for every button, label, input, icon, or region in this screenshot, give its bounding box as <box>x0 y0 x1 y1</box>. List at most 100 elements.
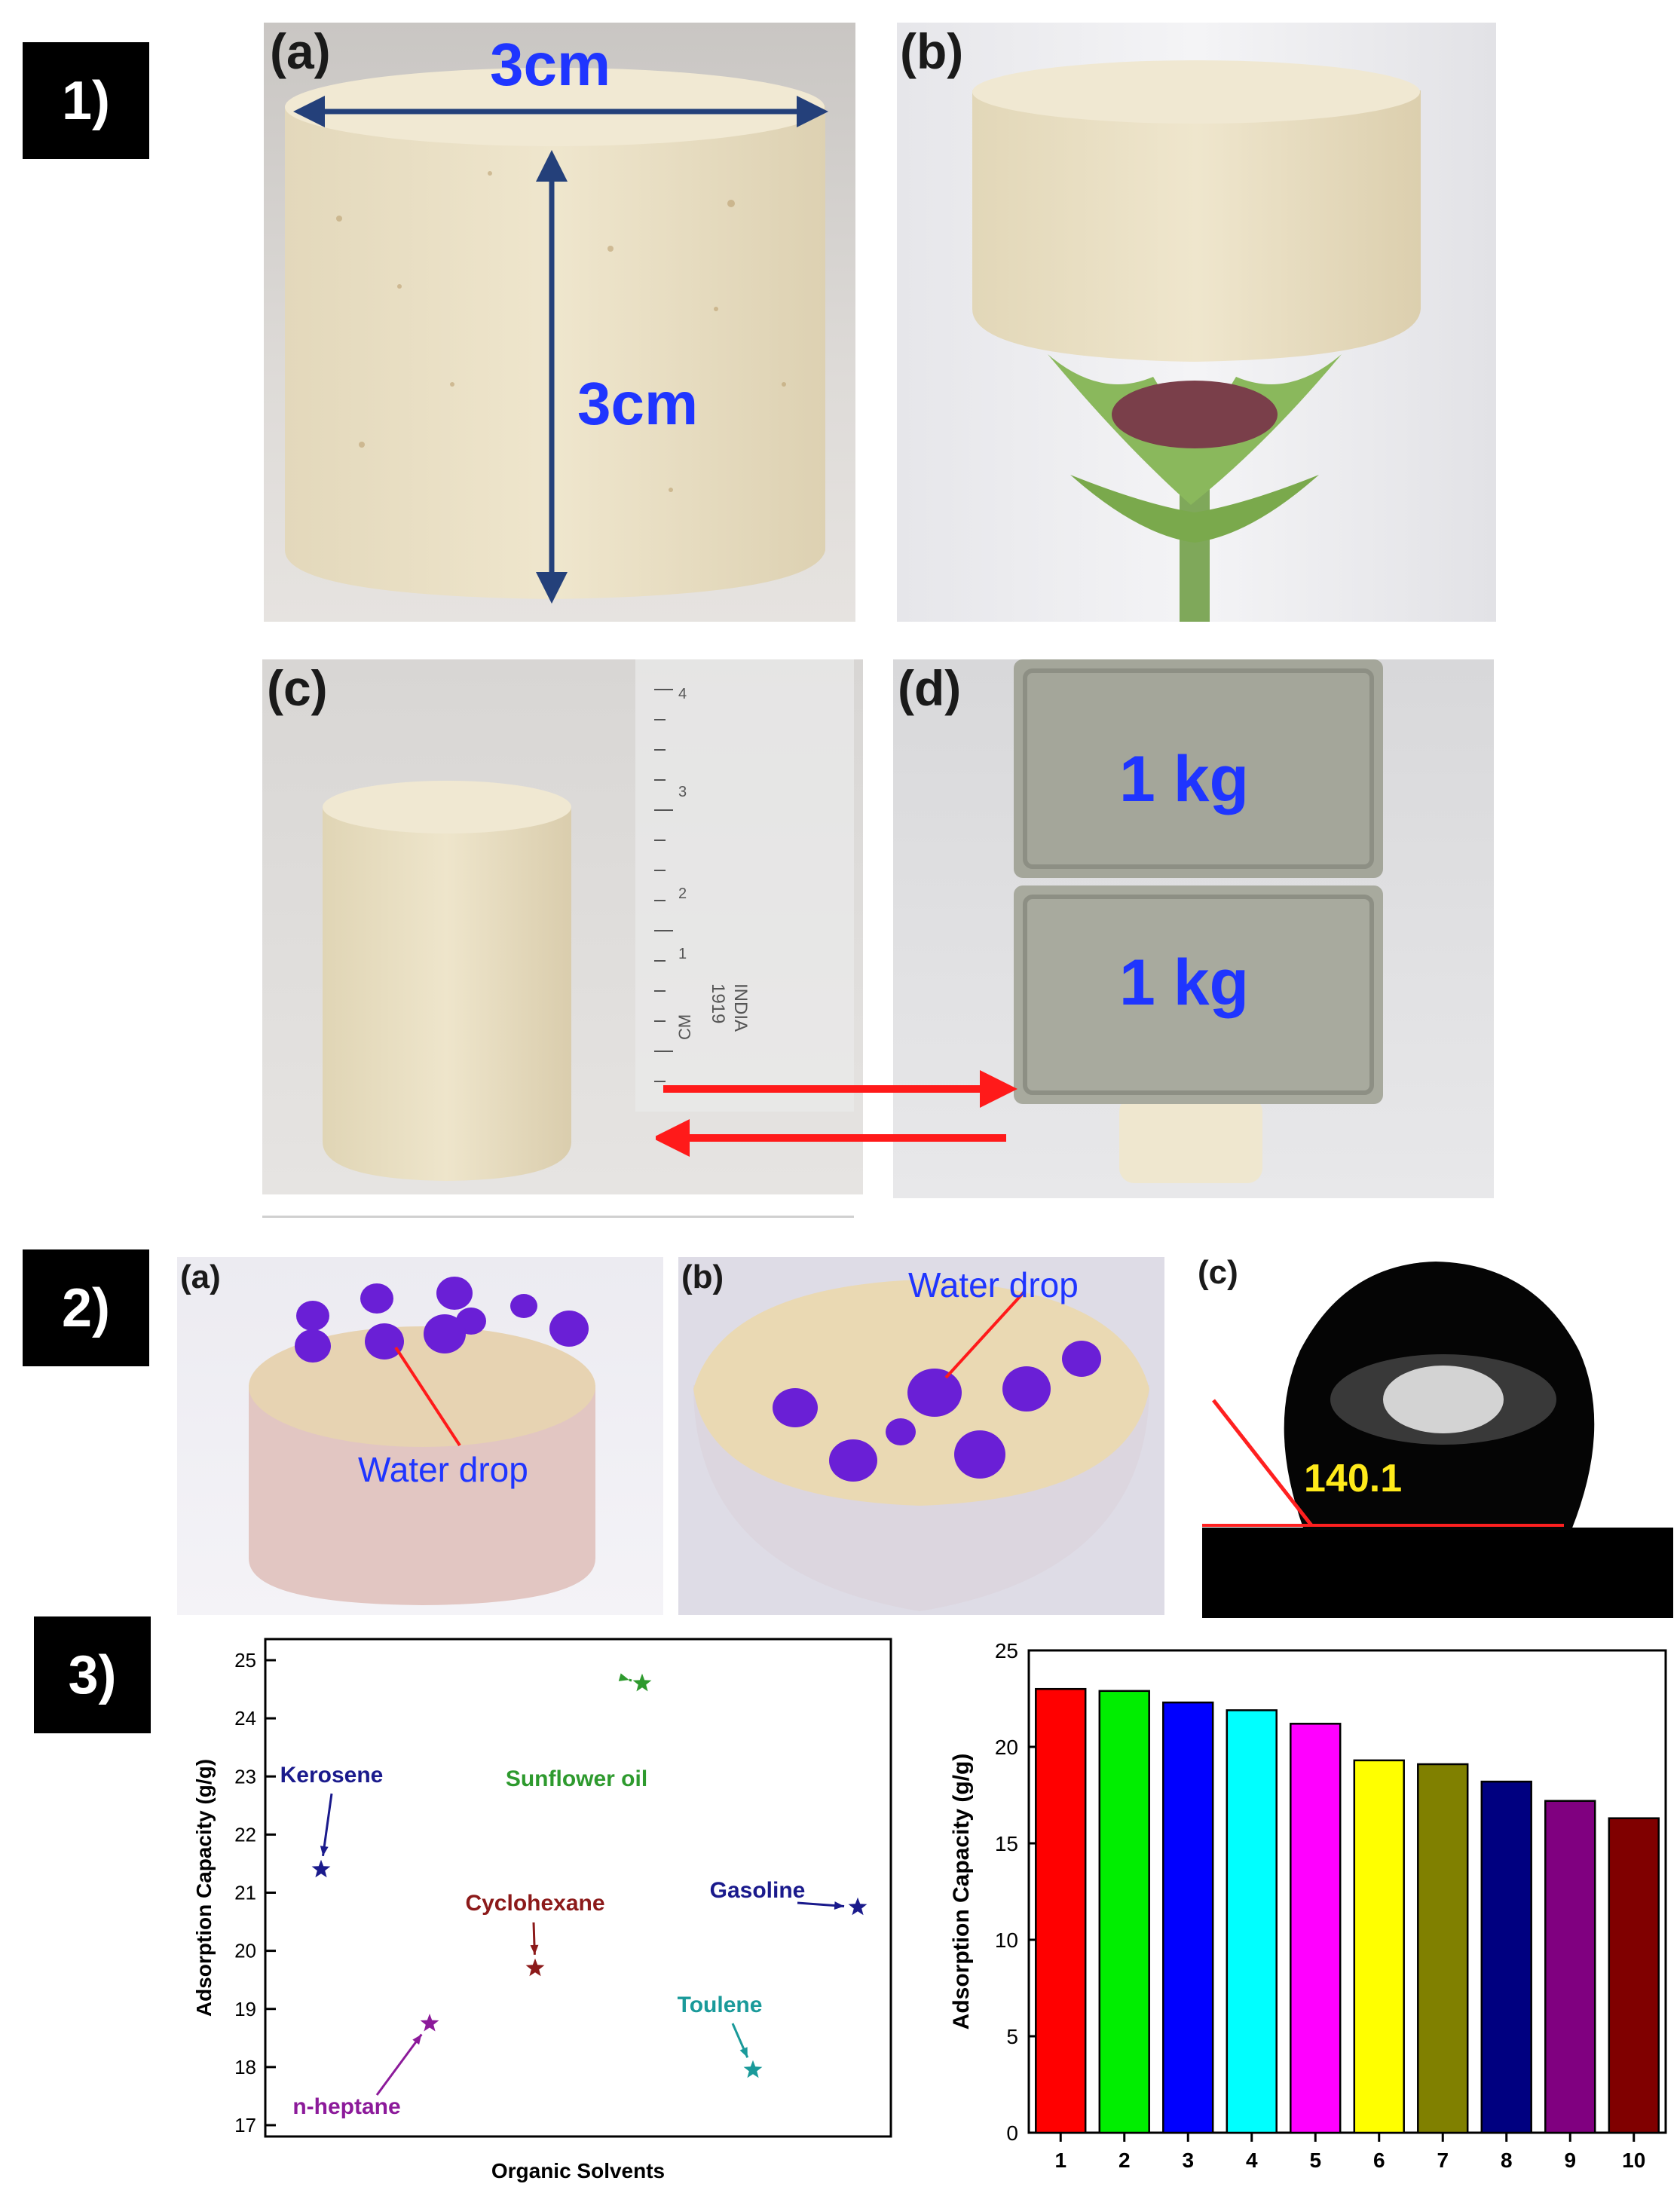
scatter-label: n-heptane <box>292 2094 400 2119</box>
bar-9 <box>1544 1800 1596 2134</box>
section-label-3: 3) <box>34 1616 151 1733</box>
bar-x-tick-label: 4 <box>1246 2149 1258 2172</box>
scatter-arrow-head <box>739 2047 748 2058</box>
scatter-chart-adsorption: 17 18 19 20 21 22 23 24 25 Kerosene Sunflower oil… <box>192 1638 892 2182</box>
flower-scene <box>972 60 1421 622</box>
flower-center <box>1112 381 1278 448</box>
flower-sepals <box>1048 354 1342 505</box>
droplet-reflection <box>1330 1354 1556 1445</box>
weight-block-top <box>1014 659 1383 878</box>
tangent-line <box>1212 1399 1313 1527</box>
sponge-body-2a <box>249 1385 595 1605</box>
photo-1a-sponge-dimensions: (a) 3cm 3cm <box>264 23 855 622</box>
panel-1d-label: (d) <box>898 660 962 716</box>
scatter-y-tick-label: 22 <box>234 1823 256 1846</box>
water-drop-label-2a: Water drop <box>358 1450 528 1489</box>
bar-8 <box>1480 1780 1532 2134</box>
sponge-2a <box>249 1277 595 1605</box>
bar-x-tick-label: 3 <box>1182 2149 1194 2172</box>
scatter-point-gasoline <box>848 1897 868 1916</box>
ruler-country: INDIA <box>730 983 751 1032</box>
divider-line <box>262 1216 854 1218</box>
scatter-y-tick-label: 21 <box>234 1882 256 1904</box>
scatter-y-tick-label: 20 <box>234 1940 256 1962</box>
bar-x-tick-label: 8 <box>1501 2149 1513 2172</box>
scatter-label: Kerosene <box>280 1763 384 1788</box>
ruler-tick-4: 4 <box>678 686 687 702</box>
bar-2 <box>1098 1690 1150 2134</box>
width-dimension-text: 3cm <box>490 31 611 98</box>
scatter-y-tick-label: 24 <box>234 1707 256 1730</box>
scatter-arrow-head <box>530 1944 539 1955</box>
bar-x-tick-label: 5 <box>1309 2149 1321 2172</box>
scatter-annotation-arrow <box>321 1793 333 1857</box>
sponge-cylinder-1c <box>323 806 571 1181</box>
scatter-plot-frame <box>264 1638 892 2138</box>
scatter-point-n-heptane <box>420 2014 439 2032</box>
ruler-scene <box>323 659 854 1181</box>
panel-1a-label: (a) <box>270 23 331 79</box>
scatter-label: Cyclohexane <box>465 1891 604 1916</box>
bar-3 <box>1162 1701 1214 2134</box>
bar-y-tick-label: 10 <box>995 1928 1018 1952</box>
photo-2c-contact-angle: 140.1 (c) <box>1195 1252 1673 1618</box>
panel-2a-label: (a) <box>180 1259 221 1295</box>
scatter-arrow-head <box>618 1673 629 1681</box>
bar-7 <box>1417 1763 1469 2134</box>
scatter-y-tick-label: 25 <box>234 1649 256 1672</box>
scatter-arrow-head <box>320 1846 329 1856</box>
scatter-point-kerosene <box>311 1859 331 1878</box>
scatter-annotation-arrow <box>375 2033 423 2096</box>
substrate <box>1202 1528 1673 1618</box>
annotation-line-2b <box>944 1289 1027 1379</box>
scatter-arrow-head <box>834 1901 845 1910</box>
panel-2c-label: (c) <box>1198 1254 1238 1291</box>
section-label-3-text: 3) <box>68 1644 117 1705</box>
bar-y-tick-label: 20 <box>995 1736 1018 1759</box>
sponge-cylinder-1b <box>972 90 1421 362</box>
bar-y-tick-label: 0 <box>1006 2121 1018 2145</box>
weight-block-bottom <box>1014 885 1383 1104</box>
ruler-cm-label: CM <box>675 1014 694 1040</box>
weights-scene <box>1014 659 1383 1183</box>
compressed-sponge <box>1119 1096 1262 1183</box>
bar-5 <box>1290 1723 1342 2134</box>
scatter-y-tick-label: 17 <box>234 2114 256 2136</box>
bar-chart-adsorption: 0 5 10 15 20 25 1 2 3 4 5 6 7 8 9 10 Adsorption Capaci… <box>949 1639 1667 2172</box>
section-label-1: 1) <box>23 42 149 159</box>
bar-1 <box>1035 1687 1087 2134</box>
weight-bottom-label: 1 kg <box>1119 947 1250 1019</box>
bar-y-axis-label: Adsorption Capacity (g/g) <box>949 1754 974 2030</box>
photo-2a-water-drops: Water drop (a) <box>177 1257 663 1615</box>
section-label-2-text: 2) <box>61 1277 111 1338</box>
droplet-highlight <box>1383 1366 1504 1433</box>
scatter-point-toulene <box>743 2060 763 2078</box>
scatter-point-cyclohexane <box>525 1958 545 1977</box>
bar-4 <box>1226 1709 1278 2134</box>
ruler <box>635 659 854 1112</box>
scatter-arrow-head <box>412 2034 422 2045</box>
sponge-top-1b <box>972 60 1420 124</box>
contact-angle-scene <box>1202 1262 1673 1618</box>
scatter-label: Gasoline <box>710 1878 806 1903</box>
panel-2b-label: (b) <box>681 1259 724 1295</box>
water-drops-2a <box>295 1277 589 1363</box>
bar-6 <box>1353 1759 1405 2134</box>
scatter-point-sunflower-oil <box>632 1673 652 1692</box>
photo-2b-water-drops: Water drop (b) <box>678 1257 1164 1615</box>
photo-1b-sponge-on-flower: (b) <box>897 23 1496 622</box>
bar-10 <box>1608 1817 1660 2134</box>
ruler-tick-3: 3 <box>678 784 687 800</box>
scatter-label: Toulene <box>678 1993 763 2017</box>
ruler-tick-1: 1 <box>678 946 687 962</box>
bar-x-tick-label: 9 <box>1564 2149 1576 2172</box>
contact-angle-value: 140.1 <box>1304 1457 1403 1500</box>
water-drops-2b <box>773 1341 1101 1482</box>
section-label-2: 2) <box>23 1249 149 1366</box>
sponge-top-1c <box>323 781 571 833</box>
weight-top-label: 1 kg <box>1119 743 1250 815</box>
bar-y-tick-label: 15 <box>995 1832 1018 1855</box>
bar-x-tick-label: 6 <box>1373 2149 1385 2172</box>
panel-1b-label: (b) <box>900 23 964 79</box>
scatter-y-tick-label: 18 <box>234 2056 256 2078</box>
